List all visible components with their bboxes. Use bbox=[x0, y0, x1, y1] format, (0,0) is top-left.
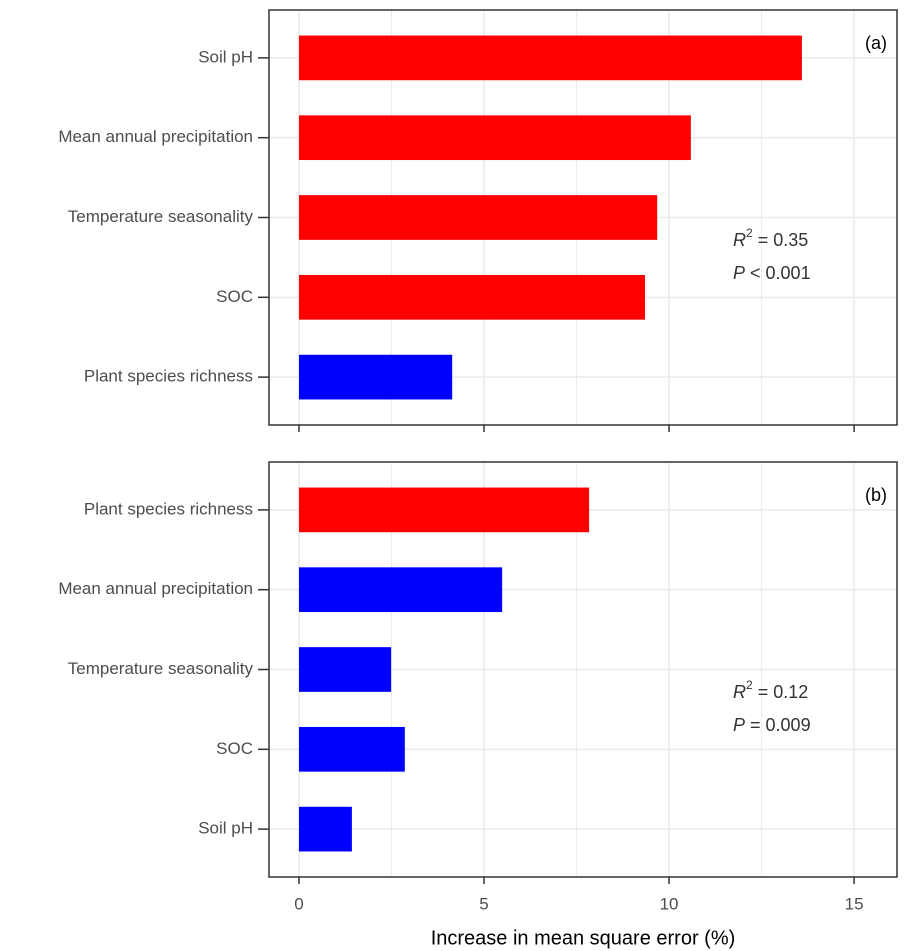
y-tick-label: Mean annual precipitation bbox=[58, 579, 253, 598]
annotation: R2 = 0.12 bbox=[733, 678, 808, 702]
annotation-part: R bbox=[733, 682, 746, 702]
x-axis-title: Increase in mean square error (%) bbox=[431, 927, 736, 949]
y-tick-label: Mean annual precipitation bbox=[58, 127, 253, 146]
panel-label: (b) bbox=[865, 485, 887, 505]
x-tick-label: 10 bbox=[660, 894, 679, 913]
annotation-part: = 0.009 bbox=[745, 715, 811, 735]
bar bbox=[298, 647, 392, 692]
x-tick-label: 5 bbox=[479, 894, 488, 913]
bar bbox=[298, 354, 453, 400]
annotation: R2 = 0.35 bbox=[733, 226, 808, 250]
bar bbox=[298, 806, 352, 852]
bar bbox=[298, 35, 802, 81]
x-tick-label: 0 bbox=[294, 894, 303, 913]
annotation-part: P bbox=[733, 715, 745, 735]
y-tick-label: Plant species richness bbox=[84, 367, 253, 386]
y-tick-label: Soil pH bbox=[198, 47, 253, 66]
annotation: P < 0.001 bbox=[733, 263, 811, 283]
annotation-part: < 0.001 bbox=[745, 263, 811, 283]
y-tick-label: Temperature seasonality bbox=[68, 207, 254, 226]
y-tick-label: Soil pH bbox=[198, 819, 253, 838]
bar bbox=[298, 274, 645, 320]
y-tick-label: SOC bbox=[216, 739, 253, 758]
y-tick-label: Plant species richness bbox=[84, 499, 253, 518]
annotation-part: = 0.35 bbox=[753, 230, 809, 250]
annotation-part: 2 bbox=[746, 226, 753, 240]
bar bbox=[298, 195, 658, 240]
bar bbox=[298, 726, 405, 772]
x-tick-label: 15 bbox=[845, 894, 864, 913]
bar bbox=[298, 487, 590, 533]
bar bbox=[298, 115, 691, 161]
panel-label: (a) bbox=[865, 33, 887, 53]
panel-border bbox=[268, 461, 898, 878]
annotation-part: R bbox=[733, 230, 746, 250]
annotation-part: P bbox=[733, 263, 745, 283]
panel-border bbox=[268, 9, 898, 426]
y-tick-label: Temperature seasonality bbox=[68, 659, 254, 678]
annotation-part: 2 bbox=[746, 678, 753, 692]
bar bbox=[298, 567, 503, 613]
annotation: P = 0.009 bbox=[733, 715, 811, 735]
y-tick-label: SOC bbox=[216, 287, 253, 306]
annotation-part: = 0.12 bbox=[753, 682, 809, 702]
